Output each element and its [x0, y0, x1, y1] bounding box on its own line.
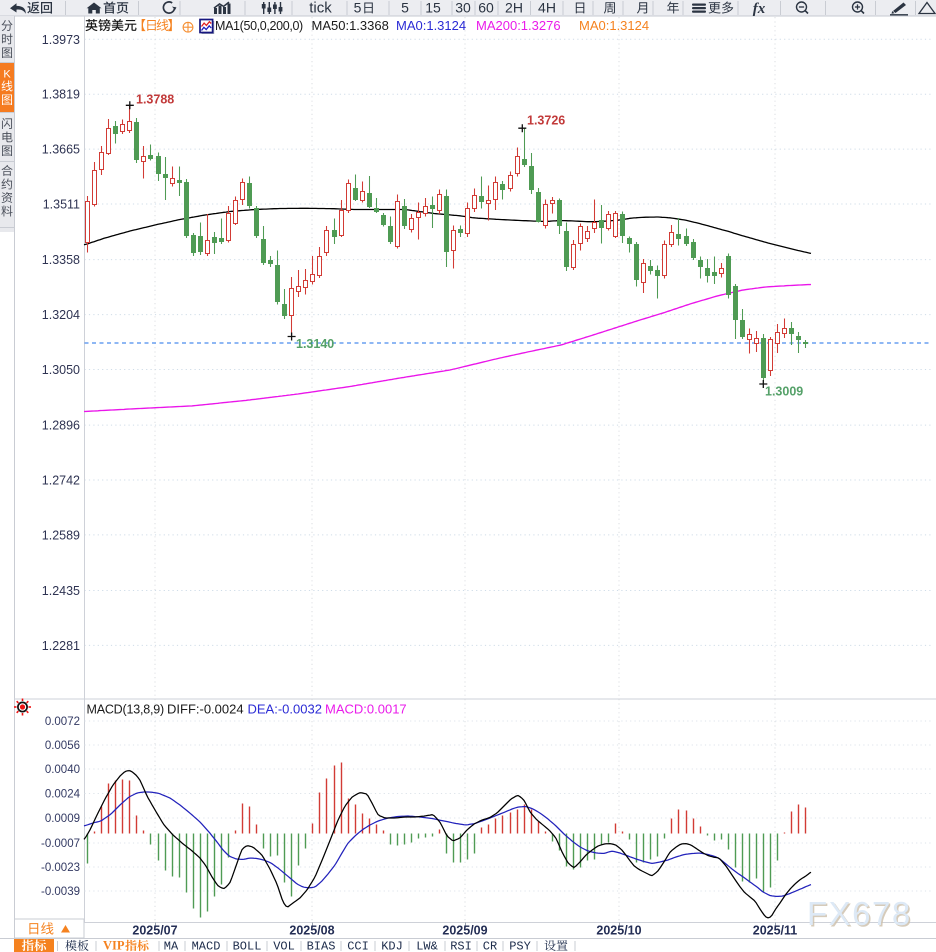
svg-text:1.2896: 1.2896: [42, 419, 80, 433]
svg-text:-0.0039: -0.0039: [41, 886, 80, 898]
svg-text:2H: 2H: [505, 0, 523, 16]
svg-text:1.3050: 1.3050: [42, 363, 80, 377]
svg-text:-0.0023: -0.0023: [41, 862, 80, 874]
svg-text:1.3511: 1.3511: [43, 198, 80, 212]
svg-text:VOL: VOL: [273, 940, 295, 952]
svg-text:1.3358: 1.3358: [42, 253, 80, 267]
svg-text:5: 5: [354, 0, 362, 16]
svg-text:0.0056: 0.0056: [45, 740, 80, 752]
svg-text:VIP: VIP: [103, 939, 125, 952]
svg-text:0.0009: 0.0009: [45, 813, 80, 825]
svg-text:1.2435: 1.2435: [42, 584, 80, 598]
svg-text:FX678: FX678: [809, 897, 914, 934]
svg-text:MACD(13,8,9): MACD(13,8,9): [87, 703, 165, 717]
svg-text:2025/08: 2025/08: [289, 924, 334, 938]
svg-text:MA0:1.3124: MA0:1.3124: [396, 18, 466, 33]
svg-text:1.3140: 1.3140: [296, 337, 334, 351]
svg-text:1.3204: 1.3204: [42, 308, 80, 322]
svg-text:0.0024: 0.0024: [45, 789, 81, 801]
svg-text:DEA:-0.0032: DEA:-0.0032: [248, 702, 322, 717]
svg-text:FX678: FX678: [807, 895, 912, 932]
svg-text:K: K: [3, 69, 11, 81]
svg-text:MA50:1.3368: MA50:1.3368: [312, 18, 389, 33]
svg-text:MACD: MACD: [192, 940, 221, 952]
svg-text:DIFF:-0.0024: DIFF:-0.0024: [167, 702, 244, 717]
svg-text:0.0040: 0.0040: [45, 764, 80, 776]
svg-text:fx: fx: [753, 1, 766, 17]
svg-text:KDJ: KDJ: [381, 940, 403, 952]
svg-text:MA: MA: [164, 940, 179, 952]
svg-text:2025/11: 2025/11: [753, 924, 798, 938]
svg-text:1.3973: 1.3973: [42, 33, 80, 47]
svg-text:MA200:1.3276: MA200:1.3276: [476, 18, 561, 33]
svg-text:tick: tick: [309, 0, 332, 17]
svg-text:2025/10: 2025/10: [596, 924, 641, 938]
svg-text:MA1(50,0,200,0): MA1(50,0,200,0): [215, 19, 303, 33]
svg-text:1.3819: 1.3819: [42, 88, 80, 102]
svg-text:1.2281: 1.2281: [42, 639, 80, 653]
svg-text:CCI: CCI: [347, 940, 369, 952]
svg-text:2025/07: 2025/07: [132, 924, 177, 938]
svg-text:CR: CR: [483, 940, 497, 952]
svg-text:RSI: RSI: [450, 940, 472, 952]
svg-text:60: 60: [478, 0, 494, 16]
svg-text:BOLL: BOLL: [233, 940, 262, 952]
svg-text:MACD:0.0017: MACD:0.0017: [325, 702, 407, 717]
svg-text:1.3665: 1.3665: [42, 143, 80, 157]
svg-text:30: 30: [455, 0, 471, 16]
svg-text:LW&: LW&: [416, 940, 438, 952]
svg-text:PSY: PSY: [509, 940, 531, 952]
svg-text:4H: 4H: [538, 0, 556, 16]
svg-text:1.2742: 1.2742: [42, 474, 80, 488]
svg-text:15: 15: [425, 0, 441, 16]
svg-text:MA0:1.3124: MA0:1.3124: [579, 18, 649, 33]
svg-text:5: 5: [401, 0, 409, 16]
svg-text:-0.0007: -0.0007: [41, 838, 80, 850]
svg-text:1.2589: 1.2589: [42, 528, 80, 542]
svg-text:BIAS: BIAS: [307, 940, 336, 952]
svg-text:0.0072: 0.0072: [45, 716, 80, 728]
svg-text:2025/09: 2025/09: [442, 924, 487, 938]
svg-text:1.3788: 1.3788: [136, 93, 174, 107]
svg-text:1.3726: 1.3726: [527, 114, 565, 128]
svg-text:1.3009: 1.3009: [765, 385, 803, 399]
